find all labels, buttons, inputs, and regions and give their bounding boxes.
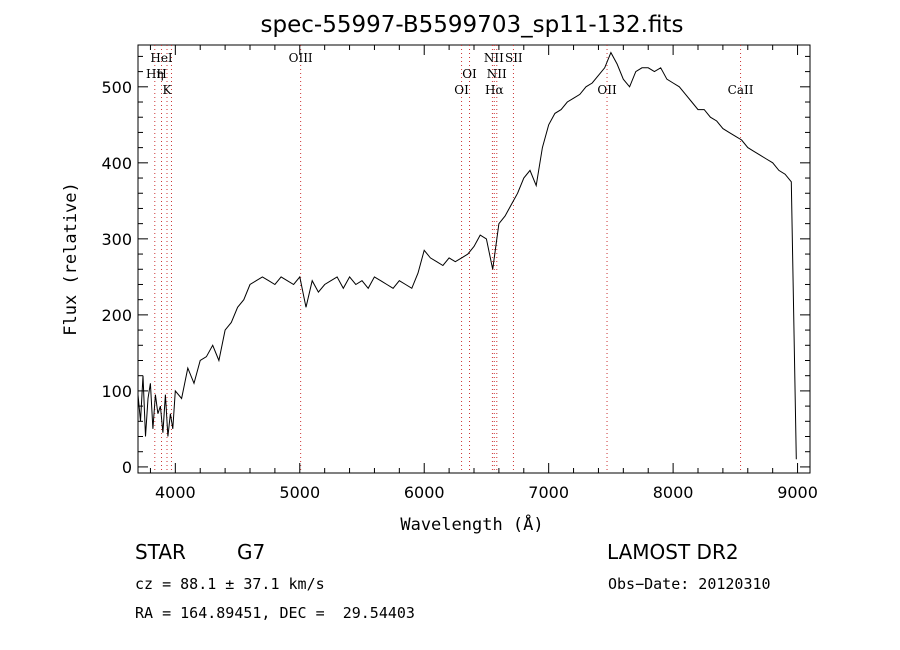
x-tick-label: 8000 — [653, 483, 694, 502]
y-tick-label: 400 — [101, 154, 132, 173]
tick-labels: 4000 5000 6000 7000 8000 9000 0 100 200 300 400 500 — [101, 78, 817, 502]
spectral-line-label: Hα — [485, 83, 504, 97]
spectral-line-label: HeI — [150, 51, 173, 65]
y-tick-label: 0 — [122, 458, 132, 477]
y-tick-label: 300 — [101, 230, 132, 249]
spectral-line-label: OII — [597, 83, 617, 97]
spectral-line-label: NII — [484, 51, 504, 65]
x-tick-label: 5000 — [279, 483, 320, 502]
spectral-line-label: SII — [505, 51, 523, 65]
chart-title: spec-55997-B5599703_sp11-132.fits — [261, 12, 684, 38]
radec-readout: RA = 164.89451, DEC = 29.54403 — [135, 604, 415, 622]
y-tick-label: 100 — [101, 382, 132, 401]
class-label: STAR — [135, 540, 186, 564]
obs-date: Obs−Date: 20120310 — [608, 575, 771, 593]
spectral-line-label: CaII — [728, 83, 754, 97]
y-tick-label: 200 — [101, 306, 132, 325]
spectral-line-label: Hη — [146, 67, 164, 81]
spectral-line-label: K — [163, 83, 173, 97]
x-tick-label: 9000 — [777, 483, 818, 502]
spectral-line-label: OI — [462, 67, 477, 81]
spectrum-line — [137, 51, 797, 460]
spectral-line-label: OI — [454, 83, 469, 97]
x-tick-label: 4000 — [155, 483, 196, 502]
plot-frame — [137, 44, 811, 474]
y-tick-label: 500 — [101, 78, 132, 97]
cz-readout: cz = 88.1 ± 37.1 km/s — [135, 575, 325, 593]
x-axis-label: Wavelength (Å) — [400, 513, 543, 535]
spectral-line-label: H — [156, 67, 166, 81]
spectral-line-label: OIII — [289, 51, 313, 65]
x-tick-label: 6000 — [404, 483, 445, 502]
axis-ticks — [138, 45, 810, 473]
y-axis-label: Flux (relative) — [61, 182, 81, 336]
survey-label: LAMOST DR2 — [607, 540, 739, 564]
spectral-line-label: NII — [487, 67, 507, 81]
subclass-label: G7 — [237, 540, 266, 564]
x-tick-label: 7000 — [528, 483, 569, 502]
